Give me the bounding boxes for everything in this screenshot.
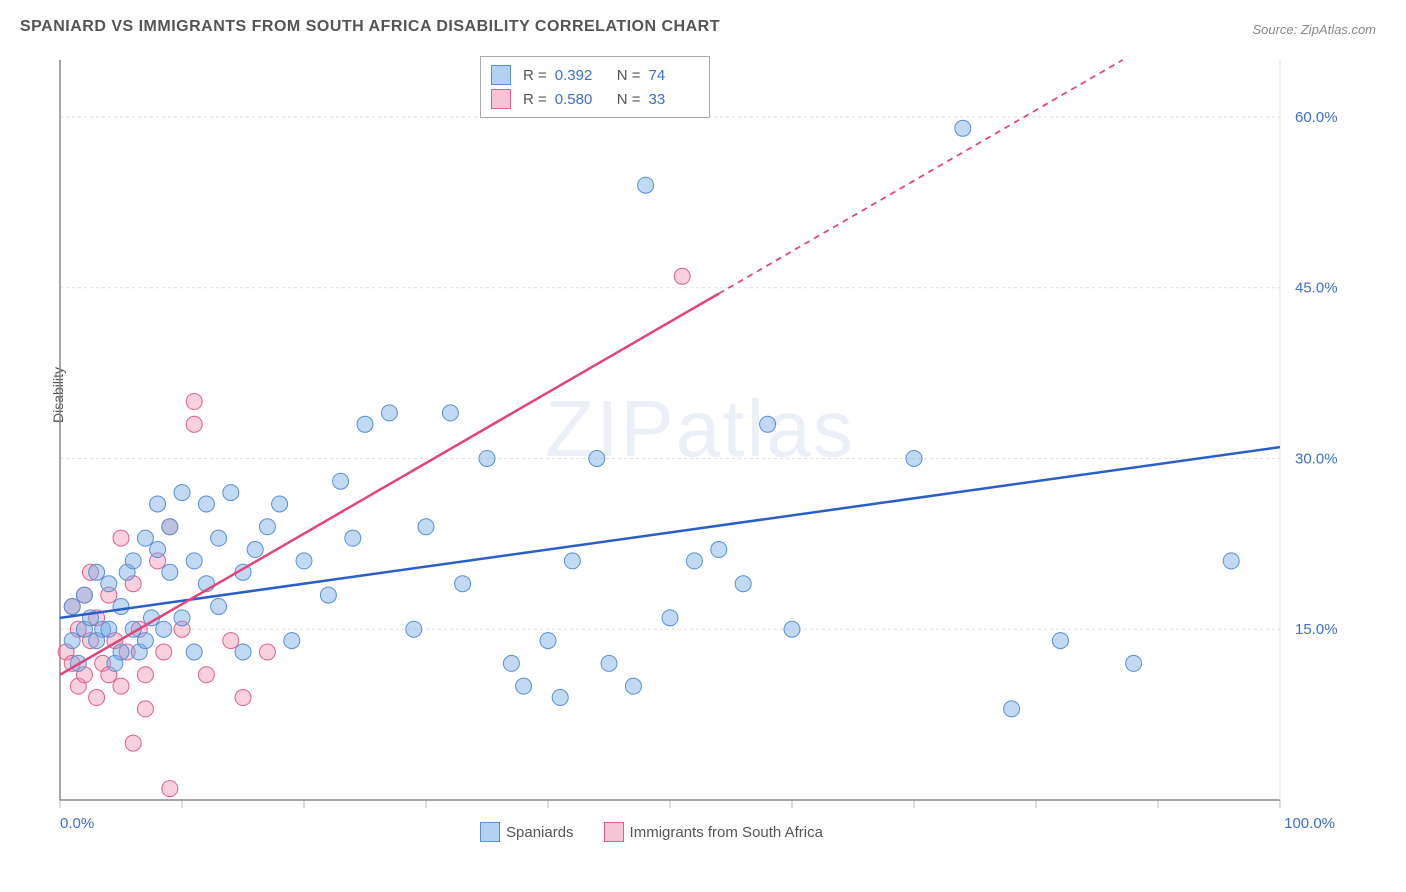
chart-title: SPANIARD VS IMMIGRANTS FROM SOUTH AFRICA… — [20, 18, 720, 36]
immigrants-swatch-icon — [491, 89, 511, 109]
svg-text:0.0%: 0.0% — [60, 815, 94, 832]
n-value: 74 — [649, 67, 699, 84]
legend-stats-row: R = 0.392 N = 74 — [491, 63, 699, 87]
legend-label: Immigrants from South Africa — [630, 824, 823, 841]
bottom-legend: Spaniards Immigrants from South Africa — [480, 822, 823, 842]
svg-text:100.0%: 100.0% — [1284, 815, 1335, 832]
svg-text:60.0%: 60.0% — [1295, 109, 1338, 126]
chart-plot-area: Disability ZIPatlas 15.0%30.0%45.0%60.0%… — [50, 50, 1350, 840]
legend-label: Spaniards — [506, 824, 574, 841]
n-label: N = — [617, 91, 641, 108]
r-label: R = — [523, 67, 547, 84]
r-value: 0.392 — [555, 67, 605, 84]
svg-text:45.0%: 45.0% — [1295, 280, 1338, 297]
spaniards-swatch-icon — [491, 65, 511, 85]
legend-stats-row: R = 0.580 N = 33 — [491, 87, 699, 111]
r-label: R = — [523, 91, 547, 108]
scatter-chart-svg: 15.0% 30.0% 45.0% 60.0% 0.0% 100.0% — [50, 50, 1350, 840]
svg-text:15.0%: 15.0% — [1295, 621, 1338, 638]
source-attribution: Source: ZipAtlas.com — [1252, 22, 1376, 37]
n-value: 33 — [649, 91, 699, 108]
immigrants-swatch-icon — [604, 822, 624, 842]
spaniards-swatch-icon — [480, 822, 500, 842]
legend-item-spaniards: Spaniards — [480, 822, 574, 842]
n-label: N = — [617, 67, 641, 84]
legend-item-immigrants: Immigrants from South Africa — [604, 822, 823, 842]
svg-text:30.0%: 30.0% — [1295, 450, 1338, 467]
r-value: 0.580 — [555, 91, 605, 108]
legend-stats-box: R = 0.392 N = 74 R = 0.580 N = 33 — [480, 56, 710, 118]
